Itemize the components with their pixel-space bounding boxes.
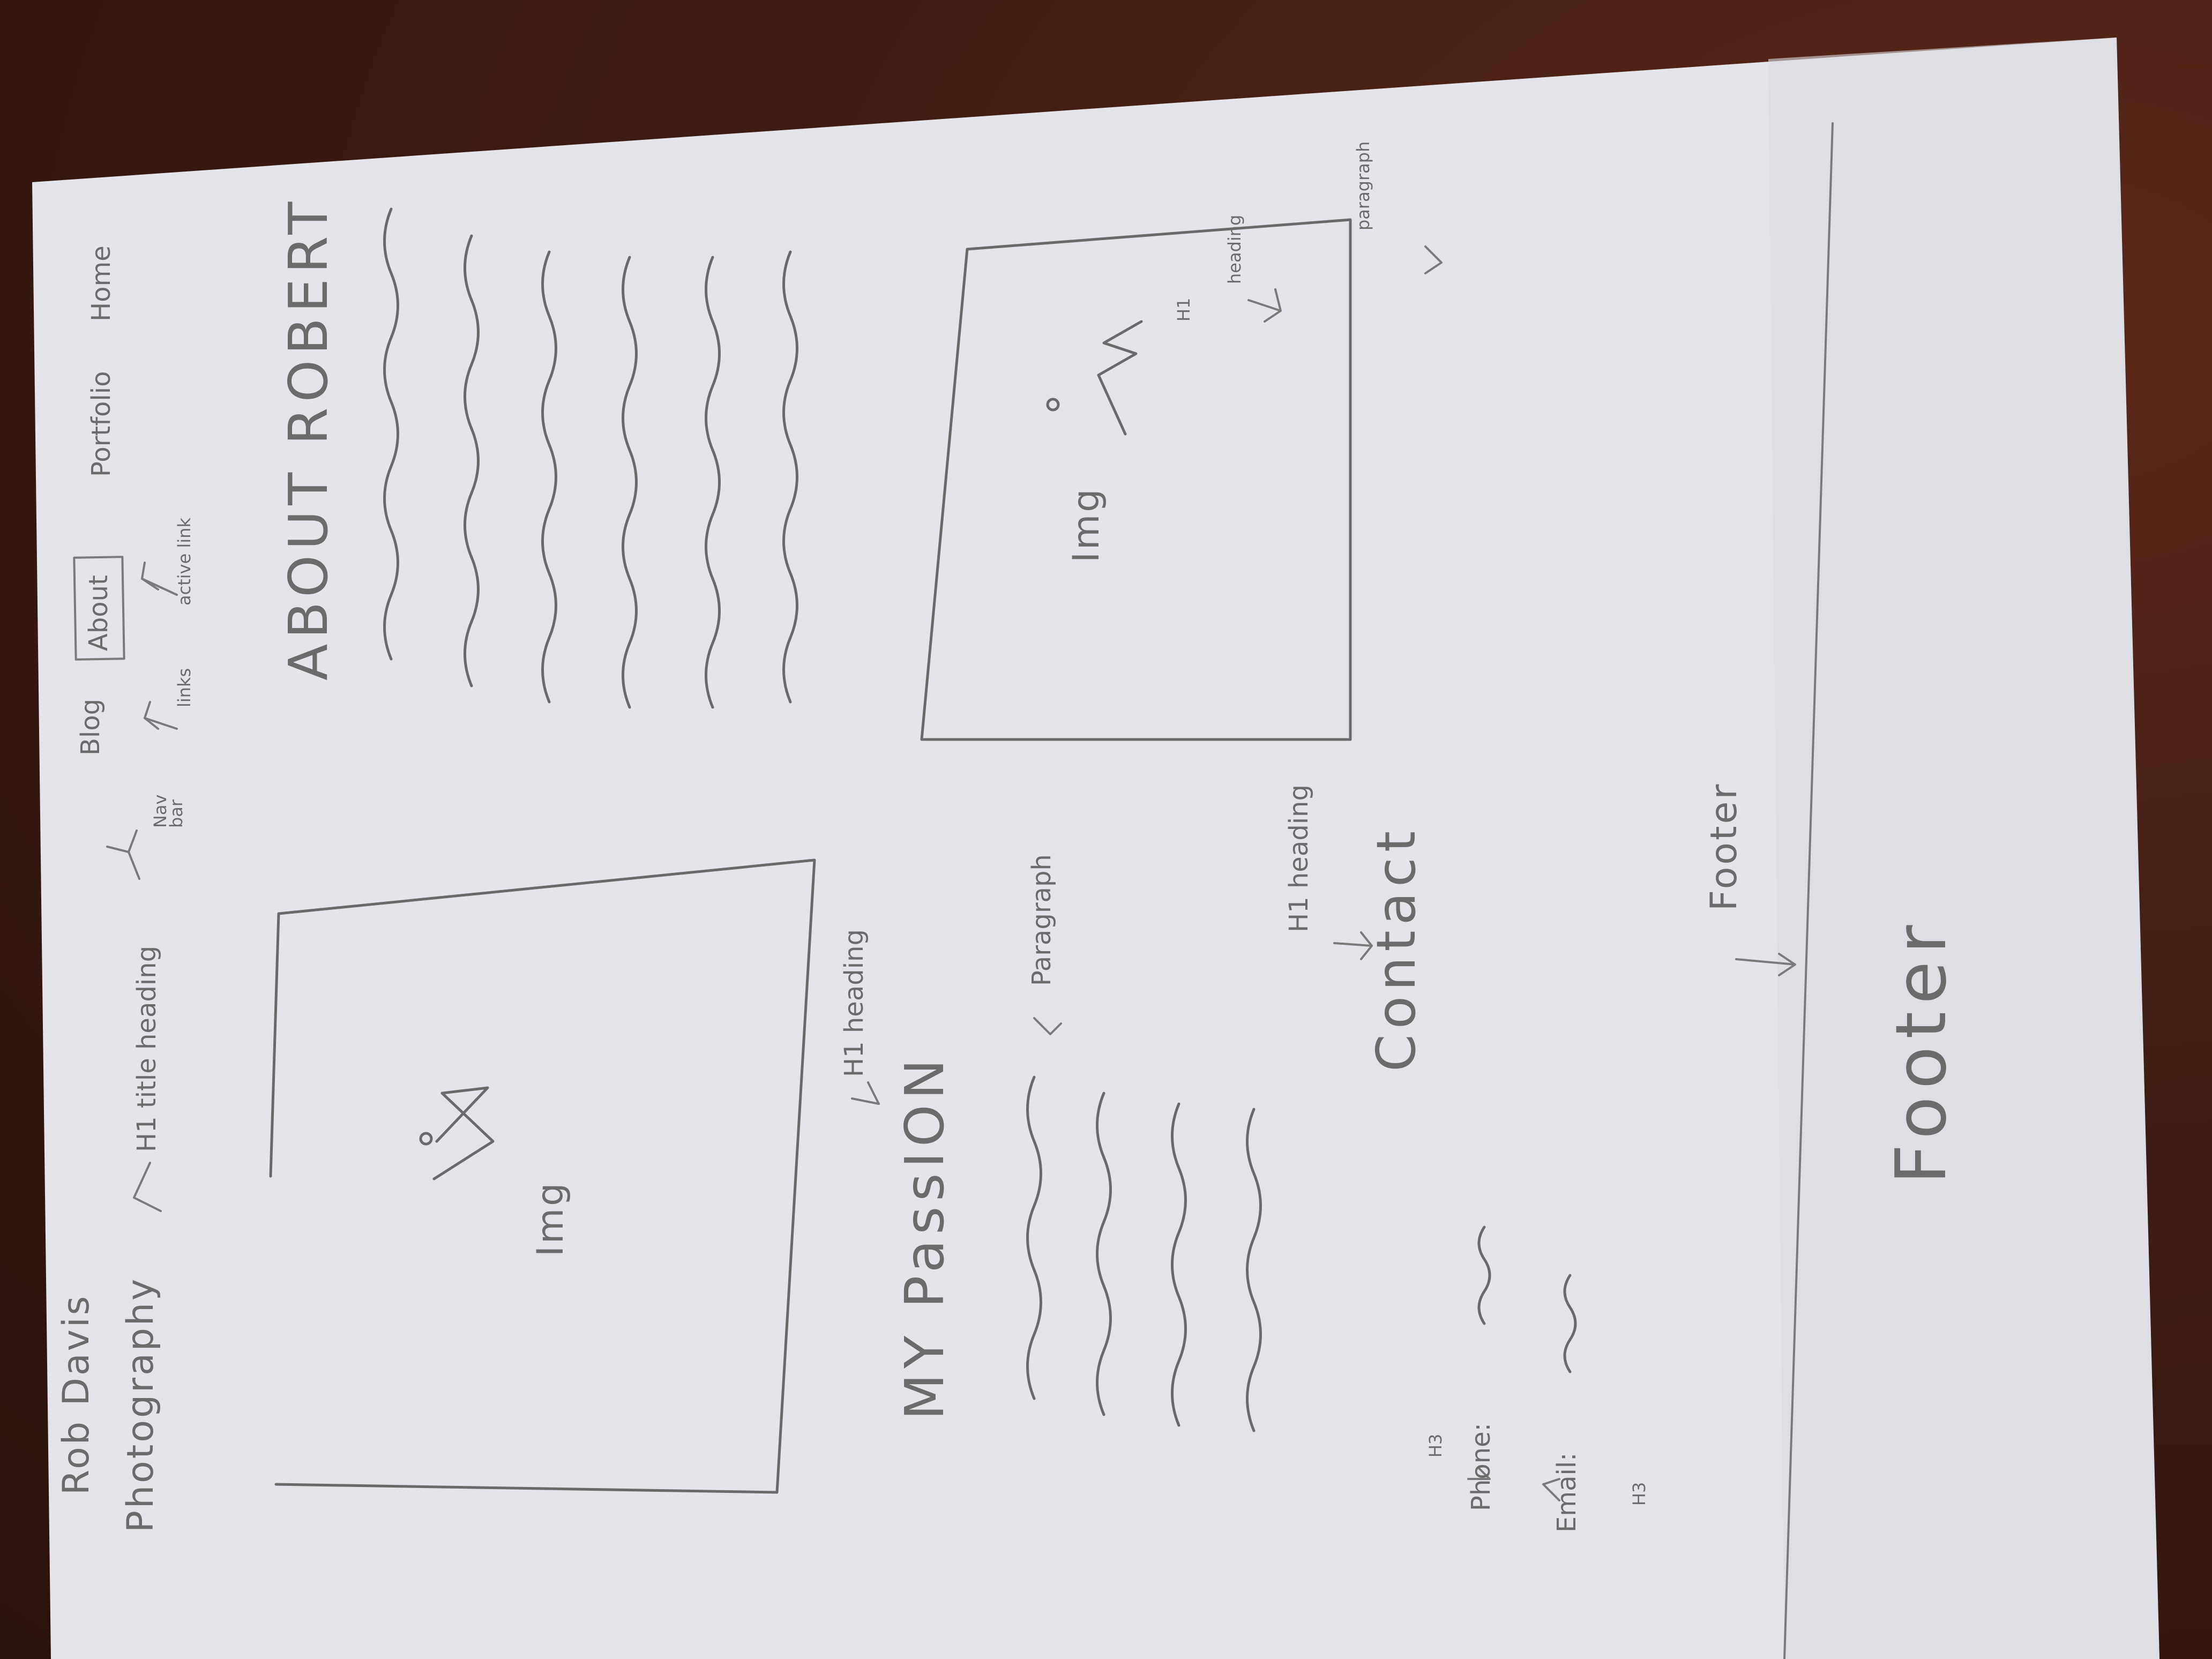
arrow-footer (1735, 953, 1796, 976)
site-title-line2: Photography (119, 1277, 162, 1533)
about-heading-note: heading (1224, 215, 1245, 284)
arrow-contact (1333, 931, 1373, 960)
phone-label: Phone: (1466, 1423, 1496, 1511)
title-heading-note: H1 title heading (132, 946, 162, 1152)
paper-sheet (32, 38, 2159, 1659)
footer-divider-line (1783, 122, 1834, 1659)
arrow-links (144, 701, 178, 730)
arrow-h3-phone (1467, 1467, 1491, 1480)
arrow-about-paragraph (1424, 245, 1443, 274)
about-heading: ABOUT ROBERT (277, 197, 340, 681)
email-label: Email: (1552, 1453, 1582, 1533)
about-h1-note: H1 (1174, 298, 1194, 322)
mountain-icon-2 (1046, 320, 1143, 436)
image-placeholder-box-1 (269, 858, 816, 1494)
arrow-title (133, 1162, 162, 1212)
footer-note: Footer (1703, 782, 1745, 911)
about-paragraph-lines (383, 207, 798, 709)
h3-note-2: H3 (1629, 1482, 1649, 1506)
arrow-active (141, 562, 178, 596)
contact-h1-note: H1 heading (1284, 784, 1314, 932)
image-placeholder-box-2 (920, 218, 1352, 741)
about-paragraph-note: paragraph (1353, 141, 1373, 230)
paragraph-note: Paragraph (1027, 854, 1057, 986)
passion-heading: MY PassION (893, 1054, 956, 1420)
contact-heading: Contact (1365, 826, 1428, 1072)
mountain-icon-1 (419, 1086, 495, 1180)
nav-link-blog: Blog (76, 699, 106, 756)
arrow-h3-email (1542, 1478, 1560, 1501)
links-note: links (174, 668, 195, 707)
nav-link-home: Home (86, 245, 116, 322)
paper-shade (1768, 38, 2159, 1659)
image-label-2: Img (1065, 487, 1108, 563)
passion-paragraph-lines (1026, 1075, 1262, 1432)
nav-link-about: About (84, 575, 114, 651)
arrow-passion-h1 (851, 1081, 880, 1105)
nav-bar-note-1: Nav (150, 795, 170, 828)
active-link-box (73, 556, 125, 661)
nav-bar-note-2: bar (166, 799, 186, 828)
h3-note-1: H3 (1425, 1434, 1446, 1458)
nav-link-portfolio: Portfolio (86, 371, 116, 477)
email-value-squiggle (1563, 1274, 1577, 1373)
arrow-paragraph (1033, 1017, 1062, 1035)
active-link-note: active link (174, 518, 195, 606)
image-label-1: Img (529, 1181, 572, 1257)
arrow-about-h1 (1247, 288, 1282, 323)
passion-h1-note: H1 heading (839, 929, 869, 1077)
site-title-line1: Rob Davis (55, 1294, 98, 1495)
phone-value-squiggle (1477, 1225, 1491, 1325)
arrow-nav (106, 829, 140, 880)
footer-label: Footer (1880, 917, 1962, 1184)
